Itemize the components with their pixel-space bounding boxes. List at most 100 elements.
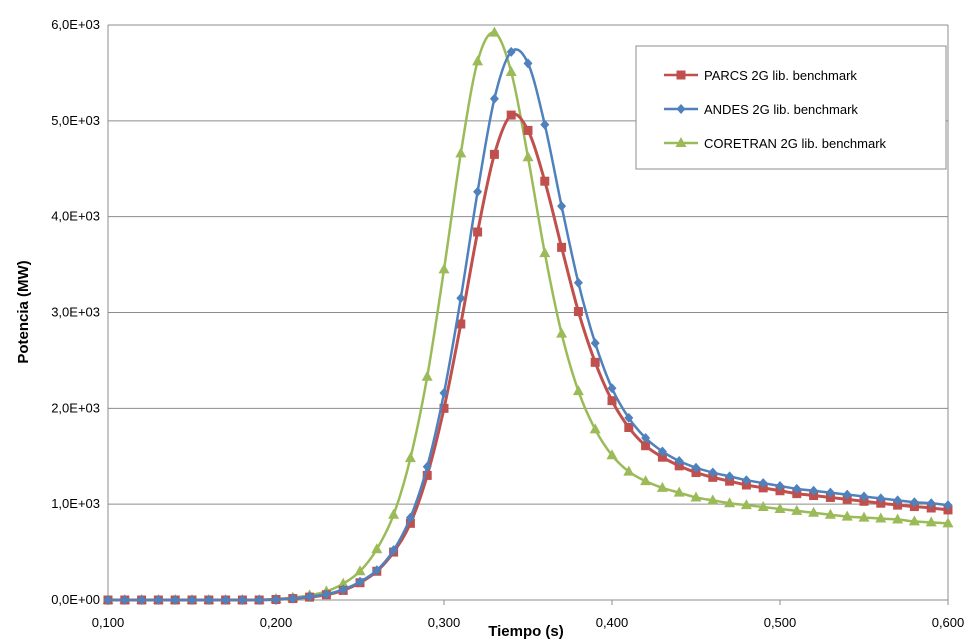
- data-point-andes: [305, 591, 315, 602]
- data-point-coretran: [925, 516, 937, 527]
- y-tick-labels: 0,0E+00 1,0E+03 2,0E+03 3,0E+03 4,0E+03 5,0E+…: [51, 17, 100, 607]
- data-point-andes: [825, 487, 835, 498]
- data-point-andes: [893, 495, 903, 506]
- data-point-andes: [422, 461, 432, 472]
- series-layer: [102, 26, 954, 605]
- data-point-andes: [405, 512, 415, 523]
- y-tick-label: 1,0E+03: [51, 496, 100, 511]
- y-tick-label: 2,0E+03: [51, 400, 100, 415]
- data-point-andes: [473, 186, 483, 197]
- data-point-coretran: [488, 26, 500, 37]
- data-point-coretran: [690, 491, 702, 502]
- data-point-coretran: [824, 508, 836, 519]
- y-tick-label: 4,0E+03: [51, 209, 100, 224]
- data-point-parcs: [422, 470, 432, 480]
- data-point-coretran: [337, 577, 349, 588]
- data-point-parcs: [489, 149, 499, 159]
- data-point-parcs: [506, 110, 516, 120]
- data-point-andes: [489, 93, 499, 104]
- data-point-andes: [456, 293, 466, 304]
- data-point-parcs: [523, 125, 533, 135]
- data-point-parcs: [405, 518, 415, 528]
- data-point-coretran: [707, 494, 719, 505]
- data-point-andes: [607, 383, 617, 394]
- data-point-andes: [725, 471, 735, 482]
- legend-box: [635, 45, 947, 170]
- data-point-andes: [540, 119, 550, 130]
- data-point-andes: [859, 491, 869, 502]
- data-point-andes: [523, 58, 533, 69]
- data-point-coretran: [522, 151, 534, 162]
- data-point-parcs: [473, 227, 483, 237]
- data-point-andes: [573, 277, 583, 288]
- x-tick-label: 0,600: [932, 615, 965, 630]
- legend-label-andes: ANDES 2G lib. benchmark: [704, 102, 858, 117]
- data-point-parcs: [641, 441, 651, 451]
- data-point-andes: [708, 467, 718, 478]
- data-point-andes: [439, 388, 449, 398]
- data-point-andes: [372, 565, 382, 576]
- data-point-andes: [674, 456, 684, 467]
- legend-label-parcs: PARCS 2G lib. benchmark: [704, 68, 857, 83]
- data-point-coretran: [421, 370, 433, 381]
- data-point-andes: [355, 576, 365, 587]
- data-point-andes: [775, 480, 785, 491]
- data-point-coretran: [841, 510, 853, 521]
- data-point-parcs: [657, 452, 667, 462]
- data-point-coretran: [942, 517, 954, 528]
- data-point-andes: [691, 462, 701, 473]
- data-point-parcs: [540, 176, 550, 186]
- data-point-andes: [321, 589, 331, 600]
- data-point-andes: [237, 595, 247, 605]
- data-point-andes: [876, 493, 886, 504]
- data-point-andes: [758, 478, 768, 489]
- data-point-andes: [338, 584, 348, 595]
- data-point-coretran: [623, 465, 635, 476]
- data-point-coretran: [791, 504, 803, 515]
- data-point-andes: [137, 595, 147, 605]
- x-tick-label: 0,300: [428, 615, 461, 630]
- data-point-coretran: [640, 475, 652, 486]
- data-point-coretran: [908, 515, 920, 526]
- data-point-andes: [641, 433, 651, 444]
- data-point-coretran: [808, 506, 820, 517]
- data-point-andes: [271, 594, 281, 605]
- data-point-andes: [624, 412, 634, 423]
- data-point-coretran: [673, 486, 685, 497]
- y-axis-title: Potencia (MW): [15, 260, 32, 363]
- series-andes: [103, 46, 953, 605]
- data-point-coretran: [388, 508, 400, 519]
- data-point-andes: [153, 595, 163, 605]
- data-point-andes: [288, 593, 298, 604]
- series-line-andes: [107, 48, 949, 602]
- data-point-andes: [557, 201, 567, 212]
- data-point-coretran: [472, 55, 484, 66]
- data-point-coretran: [774, 502, 786, 513]
- data-point-andes: [792, 483, 802, 494]
- x-tick-label: 0,100: [92, 615, 125, 630]
- data-point-coretran: [606, 449, 618, 460]
- data-point-parcs: [573, 307, 583, 317]
- x-tick-labels: 0,100 0,200 0,300 0,400 0,500 0,600: [92, 615, 965, 630]
- data-point-andes: [809, 485, 819, 496]
- x-axis-title: Tiempo (s): [488, 623, 564, 640]
- data-point-coretran: [740, 499, 752, 510]
- data-point-coretran: [589, 423, 601, 434]
- legend-marker-andes: [676, 104, 686, 114]
- data-point-coretran: [858, 511, 870, 522]
- data-point-andes: [909, 497, 919, 508]
- x-tick-label: 0,500: [764, 615, 797, 630]
- x-tick-label: 0,400: [596, 615, 629, 630]
- x-tick-label: 0,200: [260, 615, 293, 630]
- y-tick-label: 3,0E+03: [51, 305, 100, 320]
- y-tick-label: 5,0E+03: [51, 113, 100, 128]
- data-point-parcs: [590, 357, 600, 367]
- data-point-coretran: [354, 565, 366, 576]
- legend-marker-parcs: [676, 70, 686, 80]
- data-point-coretran: [875, 512, 887, 523]
- data-point-andes: [926, 498, 936, 509]
- data-point-parcs: [439, 403, 449, 413]
- y-tick-label: 0,0E+00: [51, 592, 100, 607]
- data-point-coretran: [724, 497, 736, 508]
